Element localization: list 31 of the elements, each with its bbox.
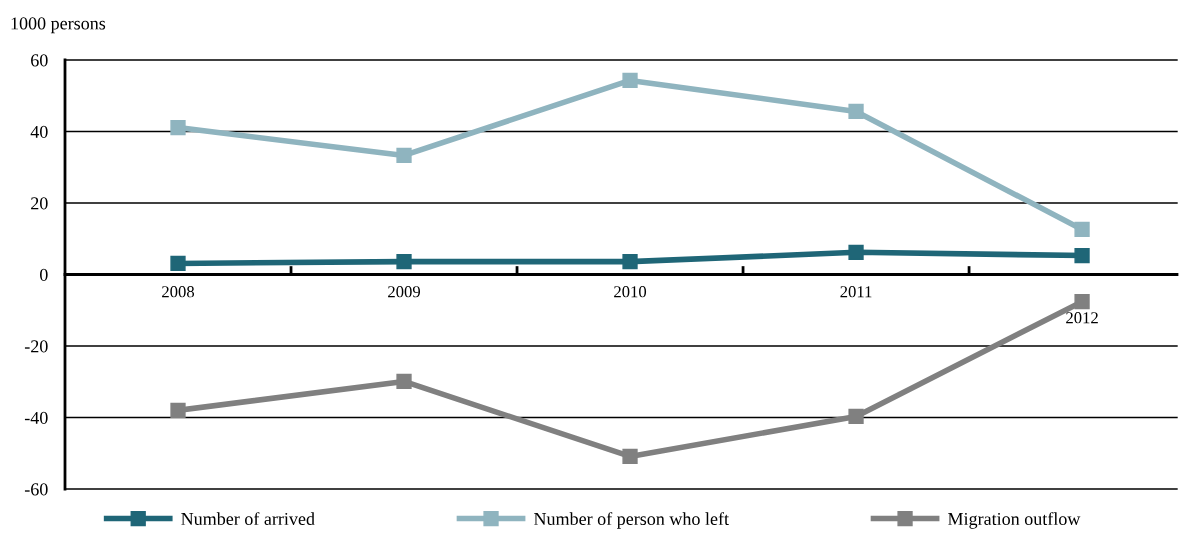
y-tick-label: -40 xyxy=(24,411,48,424)
point xyxy=(848,408,864,425)
point xyxy=(848,103,864,120)
point xyxy=(848,244,864,260)
point xyxy=(170,119,186,136)
y-tick-label: 40 xyxy=(30,125,48,138)
y-tick-label: 20 xyxy=(31,197,48,210)
point xyxy=(396,253,412,270)
point xyxy=(622,72,638,89)
point xyxy=(396,373,412,390)
y-tick-label: 0 xyxy=(39,268,48,281)
point xyxy=(1074,294,1090,310)
legend-label: Number of person who left xyxy=(533,512,729,529)
y-tick-label: -60 xyxy=(24,483,48,496)
y-tick-label: 60 xyxy=(31,54,48,67)
x-tick-label: 2012 xyxy=(1066,312,1098,324)
point xyxy=(1074,247,1090,264)
x-tick-label: 2009 xyxy=(388,286,421,298)
legend-label: Number of arrived xyxy=(181,512,315,526)
point xyxy=(622,448,638,465)
point xyxy=(1074,221,1090,238)
point xyxy=(396,147,412,164)
point xyxy=(622,253,638,270)
point xyxy=(170,402,186,418)
point xyxy=(170,255,186,272)
x-tick-label: 2008 xyxy=(162,286,195,298)
x-tick-label: 2010 xyxy=(614,286,647,298)
y-tick-label: -20 xyxy=(24,340,48,353)
y-axis-title: 1000 persons xyxy=(11,17,106,34)
legend-label: Migration outflow xyxy=(948,512,1081,529)
x-tick-label: 2011 xyxy=(840,286,872,298)
